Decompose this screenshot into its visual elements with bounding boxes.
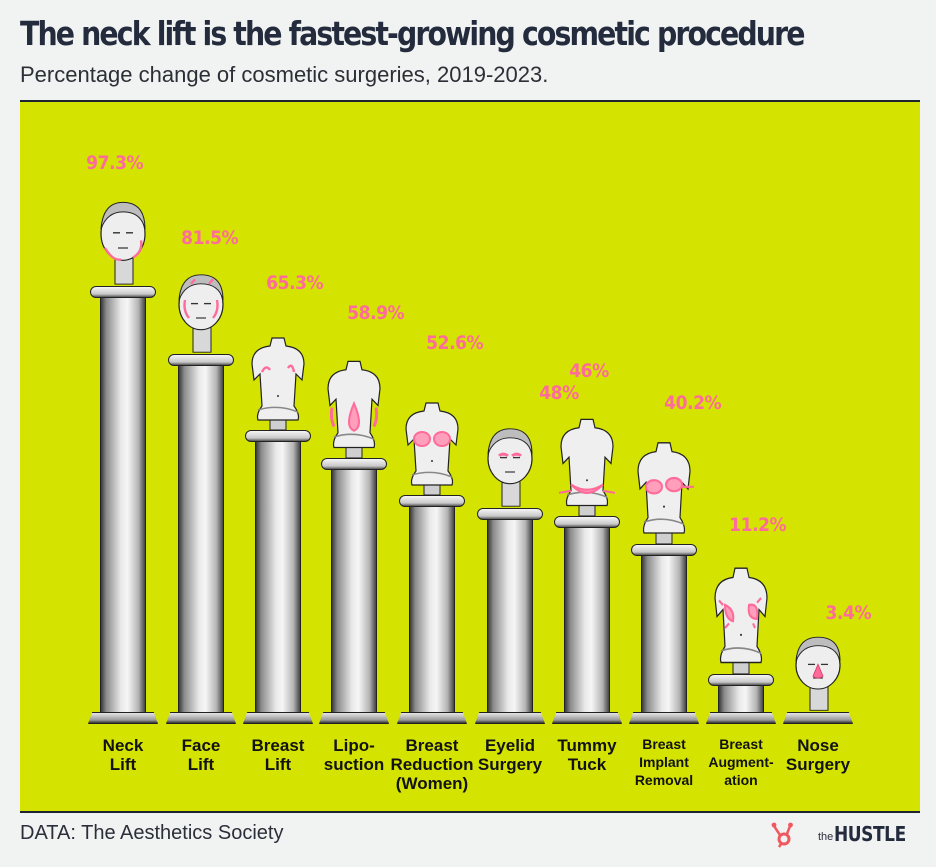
statue-torso-icon [405,402,459,495]
statue-head-icon [795,636,841,711]
value-label: 11.2% [729,514,787,536]
statue-torso-icon [637,442,694,544]
bottom-divider [20,811,920,813]
data-source: DATA: The Aesthetics Society [20,822,284,844]
column-1: 97.3% Neck Lift [86,102,158,811]
pillar-capital [399,495,465,507]
statue-torso-icon [558,418,616,516]
category-label: Neck Lift [102,736,144,775]
pillar-capital [554,516,620,528]
top-divider [20,100,920,102]
category-label: Breast Reduction (Women) [390,736,474,794]
column-9: 11.2% Breast Augment- ation [706,102,787,811]
pillar-capital [477,508,543,520]
value-label: 97.3% [86,152,144,174]
chart-subtitle: Percentage change of cosmetic surgeries,… [20,62,549,87]
pillar-base [552,712,622,724]
pillar-shaft [409,507,455,712]
pillar-shaft [641,556,687,712]
pillar-base [397,712,467,724]
statue-torso-icon [251,337,305,430]
column-4: 58.9% Lipo- suction [319,102,405,811]
category-label: Breast Augment- ation [708,736,774,788]
brand-logo: the HUSTLE [770,820,919,848]
column-10: 3.4% Nose Surgery [783,102,872,811]
column-5: 52.6% Breast Reduction (Women) [390,102,483,811]
logo-prefix: the [818,831,834,843]
pillar-shaft [255,442,301,712]
pillar-base [319,712,389,724]
value-label: 40.2% [664,392,722,414]
pillar-capital [321,458,387,470]
category-label: Face Lift [181,736,221,775]
value-label: 46% [569,360,609,382]
pillar-capital [245,430,311,442]
category-label: Breast Lift [251,736,305,775]
pillar-capital [90,286,156,298]
pillar-capital [631,544,697,556]
category-label: Eyelid Surgery [477,736,543,775]
value-label: 81.5% [181,227,239,249]
statue-head-icon [100,201,146,285]
chart-panel: 97.3% Neck Lift 81.5% Face Lift 65.3% Breast … [20,102,920,811]
value-label: 52.6% [426,332,484,354]
pillar-shaft [718,686,764,712]
pillar-base [706,712,776,724]
statue-head-icon [178,274,224,353]
logo-name: HUSTLE [834,822,907,846]
column-3: 65.3% Breast Lift [243,102,324,811]
value-label: 3.4% [825,602,872,624]
column-6: 48% Eyelid Surgery [475,102,579,811]
column-8: 40.2% Breast Implant Removal [629,102,722,811]
pillar-shaft [100,298,146,712]
chart-title: The neck lift is the fastest-growing cos… [20,14,805,53]
column-7: 46% Tummy Tuck [552,102,622,811]
pillar-base [88,712,158,724]
pillar-base [475,712,545,724]
pillar-shaft [487,520,533,712]
statue-torso-icon [714,567,768,674]
category-label: Lipo- suction [323,736,385,775]
value-label: 58.9% [347,302,405,324]
pillar-capital [708,674,774,686]
category-label: Tummy Tuck [557,736,617,775]
category-label: Breast Implant Removal [634,736,694,788]
statue-head-icon [487,428,533,507]
pillar-capital [168,354,234,366]
pillar-base [166,712,236,724]
column-2: 81.5% Face Lift [166,102,239,811]
pillar-shaft [178,366,224,712]
pillar-base [629,712,699,724]
value-label: 65.3% [266,272,324,294]
pillar-base [783,712,853,724]
value-label: 48% [539,382,579,404]
pillar-shaft [564,528,610,712]
hubspot-sprocket-icon [771,822,793,848]
pillar-shaft [331,470,377,712]
pillar-base [243,712,313,724]
statue-torso-icon [327,360,381,458]
category-label: Nose Surgery [785,736,851,775]
